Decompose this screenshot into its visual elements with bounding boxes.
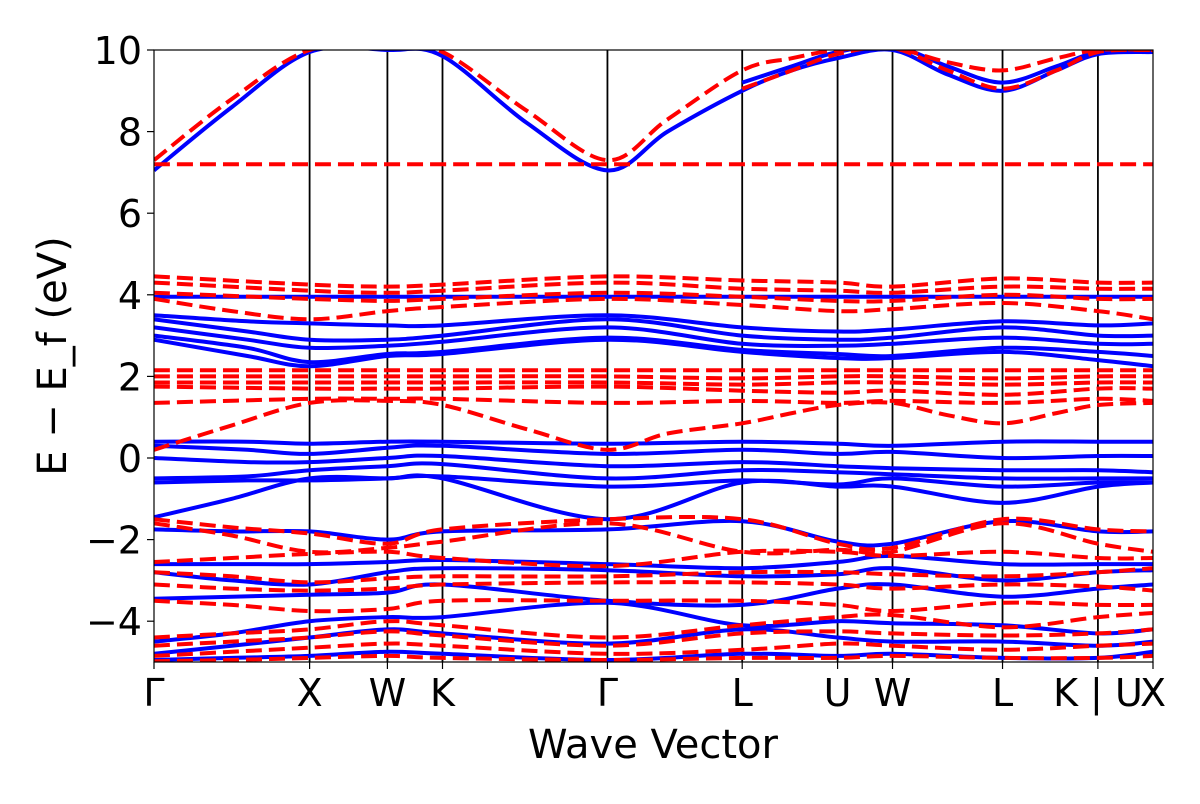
y-tick-label: 10 [94, 29, 142, 73]
x-axis-label: Wave Vector [528, 722, 779, 768]
x-tick-label: W [874, 671, 912, 715]
band-line-solid [154, 317, 1153, 343]
band-line-solid [154, 553, 1153, 571]
band-line-dashed [741, 50, 1153, 91]
band-line-dashed [154, 611, 1153, 640]
band-line-solid [154, 325, 1153, 351]
band-lines [154, 50, 1153, 662]
band-line-dashed [154, 374, 1153, 381]
band-line-solid [154, 453, 1153, 475]
band-line-solid [154, 313, 1153, 334]
band-line-dashed [154, 290, 1153, 304]
x-tick-label: U [824, 671, 852, 715]
band-line-dashed [154, 50, 1153, 163]
y-tick-label: 2 [118, 355, 142, 399]
band-line-dashed [154, 384, 1153, 397]
y-tick-label: 4 [118, 274, 142, 318]
x-tick-label: W [369, 671, 407, 715]
band-line-solid [154, 627, 1153, 656]
y-tick-label: −2 [86, 519, 142, 563]
band-line-dashed [154, 598, 1153, 614]
band-line-dashed [154, 514, 1153, 552]
band-line-dashed [154, 296, 1153, 322]
y-axis: −4 −2 0 2 4 6 8 10 [86, 29, 154, 644]
band-line-dashed [154, 521, 1153, 556]
band-line-dashed [154, 653, 1153, 662]
band-line-solid [154, 443, 1153, 461]
y-tick-label: 0 [118, 437, 142, 481]
band-line-solid [154, 333, 1153, 365]
x-tick-label: X [1140, 671, 1166, 715]
y-tick-label: 8 [118, 111, 142, 155]
plot-frame [153, 49, 1154, 663]
y-tick-label: 6 [118, 192, 142, 236]
band-line-solid [154, 473, 1153, 522]
x-tick-label: K [430, 671, 456, 715]
band-line-solid [154, 337, 1153, 369]
x-tick-label: X [297, 671, 323, 715]
x-tick-label: Γ [143, 671, 164, 715]
x-tick-label: L [992, 671, 1013, 715]
band-line-solid [154, 439, 1153, 448]
x-tick-label: L [732, 671, 753, 715]
y-axis-label: E − E_f (eV) [30, 236, 76, 475]
band-line-solid [154, 461, 1153, 481]
x-tick-label: K | U [1053, 671, 1143, 716]
band-line-dashed [154, 380, 1153, 387]
band-line-dashed [154, 566, 1153, 585]
band-line-solid [741, 50, 1153, 85]
band-line-dashed [154, 627, 1153, 648]
y-tick-label: −4 [86, 600, 142, 644]
band-line-dashed [154, 548, 1153, 569]
band-line-dashed [154, 280, 1153, 295]
band-line-dashed [154, 274, 1153, 289]
band-line-solid [154, 50, 1153, 173]
band-line-dashed [154, 580, 1153, 593]
band-line-dashed [154, 641, 1153, 658]
plot-background [154, 50, 1153, 662]
band-line-dashed [154, 398, 1153, 452]
band-line-dashed [154, 396, 1153, 405]
band-line-solid [154, 582, 1153, 608]
x-tick-label: Γ [597, 671, 618, 715]
